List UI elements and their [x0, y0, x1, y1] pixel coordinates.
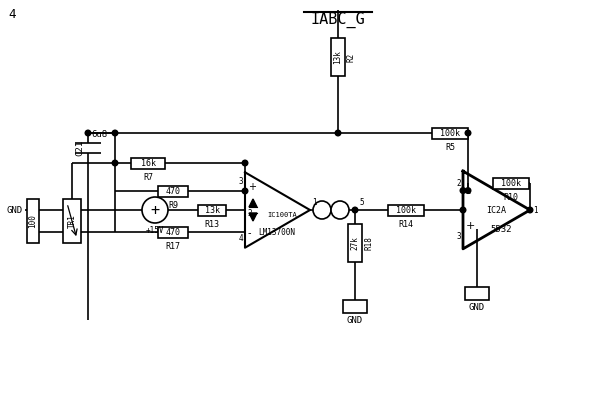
- Circle shape: [242, 160, 248, 166]
- Text: R10: R10: [503, 193, 518, 201]
- Bar: [131, 158, 165, 168]
- Text: -: -: [466, 188, 470, 198]
- Text: 2: 2: [457, 179, 461, 188]
- Text: 3: 3: [457, 232, 461, 241]
- Text: R17: R17: [166, 241, 181, 251]
- Bar: [343, 300, 367, 313]
- Text: IC100TA: IC100TA: [267, 212, 297, 218]
- Text: R2: R2: [347, 53, 356, 62]
- Bar: [348, 224, 362, 262]
- Text: 470: 470: [166, 186, 181, 196]
- Text: +: +: [248, 182, 256, 192]
- Text: 100k: 100k: [396, 206, 416, 214]
- Text: 27k: 27k: [350, 236, 359, 250]
- Polygon shape: [245, 172, 310, 248]
- Circle shape: [352, 207, 358, 213]
- Text: 4: 4: [238, 234, 243, 244]
- Text: 5532: 5532: [490, 225, 512, 234]
- Text: GND: GND: [7, 206, 23, 214]
- Text: 470: 470: [166, 228, 181, 236]
- Circle shape: [465, 188, 471, 193]
- Bar: [158, 186, 188, 196]
- Circle shape: [465, 130, 471, 136]
- Circle shape: [313, 201, 331, 219]
- Text: 3: 3: [238, 177, 243, 186]
- Text: R13: R13: [205, 219, 220, 229]
- Bar: [27, 199, 39, 243]
- Bar: [158, 226, 188, 238]
- Bar: [465, 287, 489, 300]
- Circle shape: [142, 197, 168, 223]
- Bar: [331, 38, 345, 76]
- Polygon shape: [249, 199, 257, 207]
- Text: 6u8: 6u8: [91, 130, 107, 139]
- Polygon shape: [463, 171, 530, 249]
- Bar: [388, 204, 424, 216]
- Text: 100k: 100k: [440, 128, 460, 138]
- Text: IABC_G: IABC_G: [311, 12, 365, 28]
- Text: R18: R18: [364, 236, 373, 250]
- Text: +: +: [151, 203, 160, 218]
- Circle shape: [460, 207, 466, 213]
- Polygon shape: [249, 213, 257, 221]
- Circle shape: [242, 188, 248, 194]
- Text: 5: 5: [359, 198, 364, 206]
- Bar: [63, 199, 81, 243]
- Text: +: +: [466, 221, 475, 231]
- Circle shape: [112, 160, 118, 166]
- Text: C21: C21: [75, 140, 84, 156]
- Circle shape: [460, 188, 466, 193]
- Text: IC2A: IC2A: [486, 206, 506, 215]
- Text: 16k: 16k: [140, 158, 155, 168]
- Circle shape: [85, 130, 91, 136]
- Circle shape: [335, 130, 341, 136]
- Bar: [432, 128, 468, 138]
- Text: -: -: [248, 228, 251, 238]
- Text: 100k: 100k: [501, 178, 521, 188]
- Text: GND: GND: [469, 303, 485, 312]
- Text: 4: 4: [8, 8, 16, 21]
- Text: LM13700N: LM13700N: [259, 228, 296, 237]
- Text: +15V: +15V: [146, 226, 164, 235]
- Text: R14: R14: [398, 219, 413, 229]
- Text: R5: R5: [445, 143, 455, 151]
- Circle shape: [331, 201, 349, 219]
- Text: TR1: TR1: [67, 214, 77, 228]
- Text: 2: 2: [247, 208, 251, 218]
- Circle shape: [112, 130, 118, 136]
- Text: R7: R7: [143, 173, 153, 181]
- Bar: [493, 178, 529, 188]
- Text: 13k: 13k: [205, 206, 220, 214]
- Text: 13k: 13k: [334, 50, 343, 64]
- Text: 100: 100: [29, 214, 37, 228]
- Text: 1: 1: [312, 198, 317, 206]
- Circle shape: [527, 207, 533, 213]
- Text: R9: R9: [168, 201, 178, 209]
- Text: GND: GND: [347, 316, 363, 325]
- Text: 1: 1: [533, 206, 538, 214]
- Bar: [198, 204, 226, 216]
